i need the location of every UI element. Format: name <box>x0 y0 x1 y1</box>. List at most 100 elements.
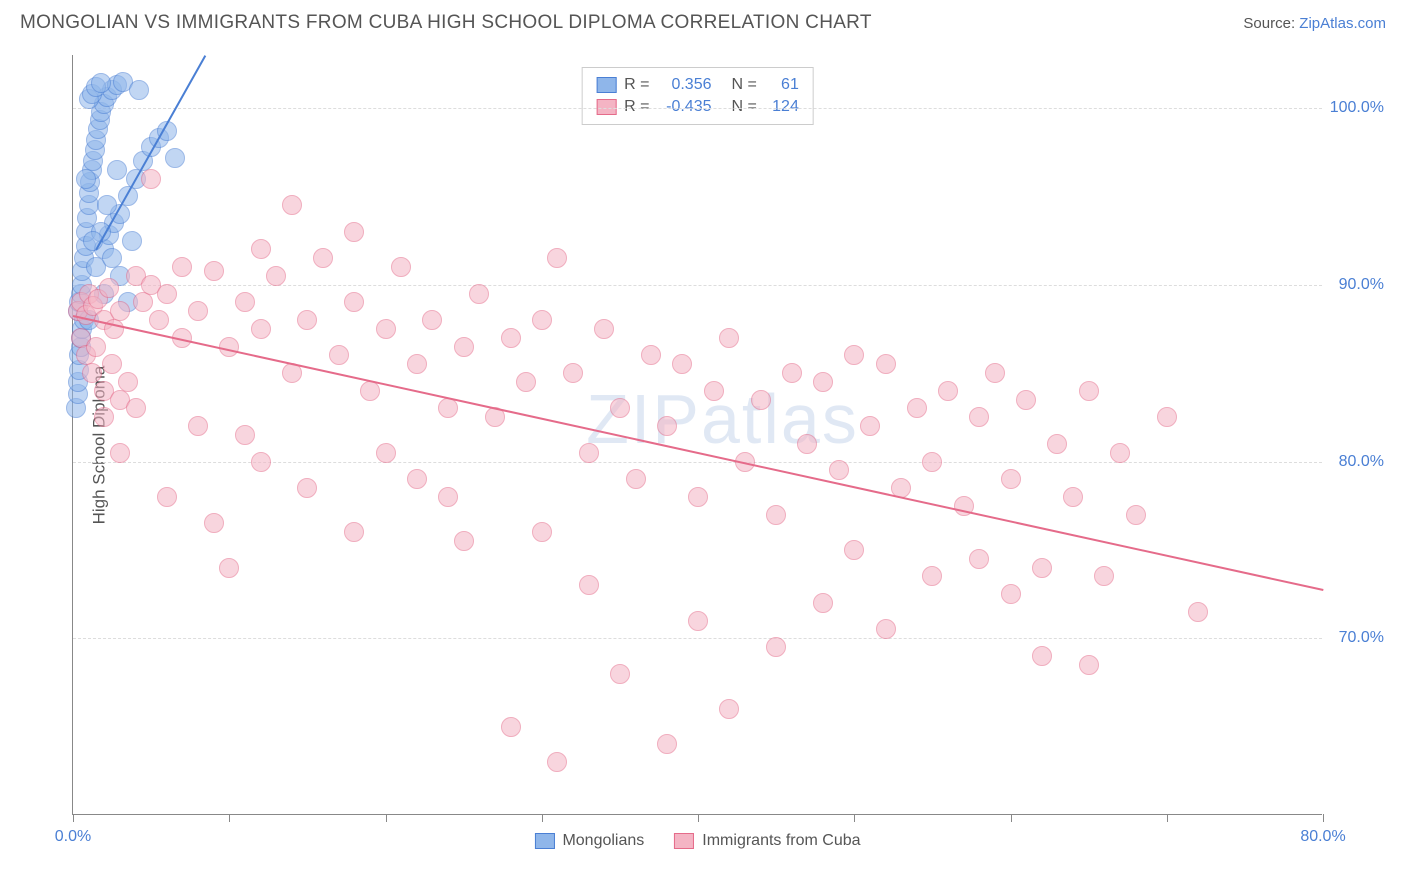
gridline <box>73 285 1322 286</box>
x-tick <box>1323 814 1324 822</box>
series-legend: MongoliansImmigrants from Cuba <box>534 832 860 850</box>
data-point <box>860 416 880 436</box>
header: MONGOLIAN VS IMMIGRANTS FROM CUBA HIGH S… <box>0 0 1406 42</box>
x-tick <box>698 814 699 822</box>
data-point <box>579 443 599 463</box>
data-point <box>938 381 958 401</box>
x-tick-label: 0.0% <box>55 828 91 846</box>
data-point <box>813 593 833 613</box>
data-point <box>547 752 567 772</box>
source-link[interactable]: ZipAtlas.com <box>1299 15 1386 32</box>
data-point <box>97 195 117 215</box>
data-point <box>766 637 786 657</box>
data-point <box>626 469 646 489</box>
source-attribution: Source: ZipAtlas.com <box>1243 15 1386 32</box>
data-point <box>782 363 802 383</box>
data-point <box>1001 584 1021 604</box>
data-point <box>188 301 208 321</box>
data-point <box>297 310 317 330</box>
data-point <box>129 80 149 100</box>
legend-r-value: -0.435 <box>658 98 712 116</box>
data-point <box>107 160 127 180</box>
data-point <box>251 239 271 259</box>
data-point <box>969 407 989 427</box>
data-point <box>844 345 864 365</box>
data-point <box>282 195 302 215</box>
x-tick <box>229 814 230 822</box>
data-point <box>122 231 142 251</box>
data-point <box>844 540 864 560</box>
data-point <box>86 337 106 357</box>
data-point <box>251 319 271 339</box>
data-point <box>532 522 552 542</box>
data-point <box>102 354 122 374</box>
data-point <box>204 261 224 281</box>
data-point <box>1001 469 1021 489</box>
data-point <box>1063 487 1083 507</box>
data-point <box>688 611 708 631</box>
data-point <box>91 73 111 93</box>
data-point <box>969 549 989 569</box>
legend-row: R =0.356N =61 <box>596 74 799 96</box>
data-point <box>407 354 427 374</box>
data-point <box>1047 434 1067 454</box>
data-point <box>1157 407 1177 427</box>
data-point <box>751 390 771 410</box>
data-point <box>110 301 130 321</box>
data-point <box>76 169 96 189</box>
data-point <box>454 531 474 551</box>
legend-r-value: 0.356 <box>658 76 712 94</box>
data-point <box>141 169 161 189</box>
data-point <box>99 278 119 298</box>
y-tick-label: 80.0% <box>1339 453 1384 471</box>
data-point <box>219 558 239 578</box>
data-point <box>422 310 442 330</box>
plot-area: ZIPatlas R =0.356N =61R =-0.435N =124 Mo… <box>72 55 1322 815</box>
x-tick <box>542 814 543 822</box>
data-point <box>1032 558 1052 578</box>
data-point <box>149 310 169 330</box>
x-tick <box>854 814 855 822</box>
data-point <box>1016 390 1036 410</box>
data-point <box>907 398 927 418</box>
data-point <box>391 257 411 277</box>
data-point <box>501 717 521 737</box>
legend-item: Immigrants from Cuba <box>674 832 860 850</box>
legend-r-label: R = <box>624 98 649 116</box>
data-point <box>204 513 224 533</box>
data-point <box>344 522 364 542</box>
data-point <box>376 443 396 463</box>
data-point <box>657 416 677 436</box>
data-point <box>501 328 521 348</box>
data-point <box>165 148 185 168</box>
legend-label: Immigrants from Cuba <box>702 832 860 850</box>
data-point <box>1079 655 1099 675</box>
data-point <box>344 292 364 312</box>
data-point <box>922 452 942 472</box>
data-point <box>1094 566 1114 586</box>
data-point <box>563 363 583 383</box>
data-point <box>516 372 536 392</box>
data-point <box>172 257 192 277</box>
data-point <box>719 699 739 719</box>
legend-r-label: R = <box>624 76 649 94</box>
data-point <box>235 292 255 312</box>
data-point <box>610 398 630 418</box>
data-point <box>313 248 333 268</box>
data-point <box>110 443 130 463</box>
legend-n-value: 124 <box>765 98 799 116</box>
data-point <box>657 734 677 754</box>
legend-n-value: 61 <box>765 76 799 94</box>
data-point <box>547 248 567 268</box>
data-point <box>251 452 271 472</box>
data-point <box>219 337 239 357</box>
data-point <box>704 381 724 401</box>
x-tick <box>1167 814 1168 822</box>
y-tick-label: 90.0% <box>1339 276 1384 294</box>
chart-title: MONGOLIAN VS IMMIGRANTS FROM CUBA HIGH S… <box>20 12 872 34</box>
data-point <box>297 478 317 498</box>
data-point <box>876 354 896 374</box>
x-tick-label: 80.0% <box>1300 828 1345 846</box>
data-point <box>266 266 286 286</box>
data-point <box>469 284 489 304</box>
